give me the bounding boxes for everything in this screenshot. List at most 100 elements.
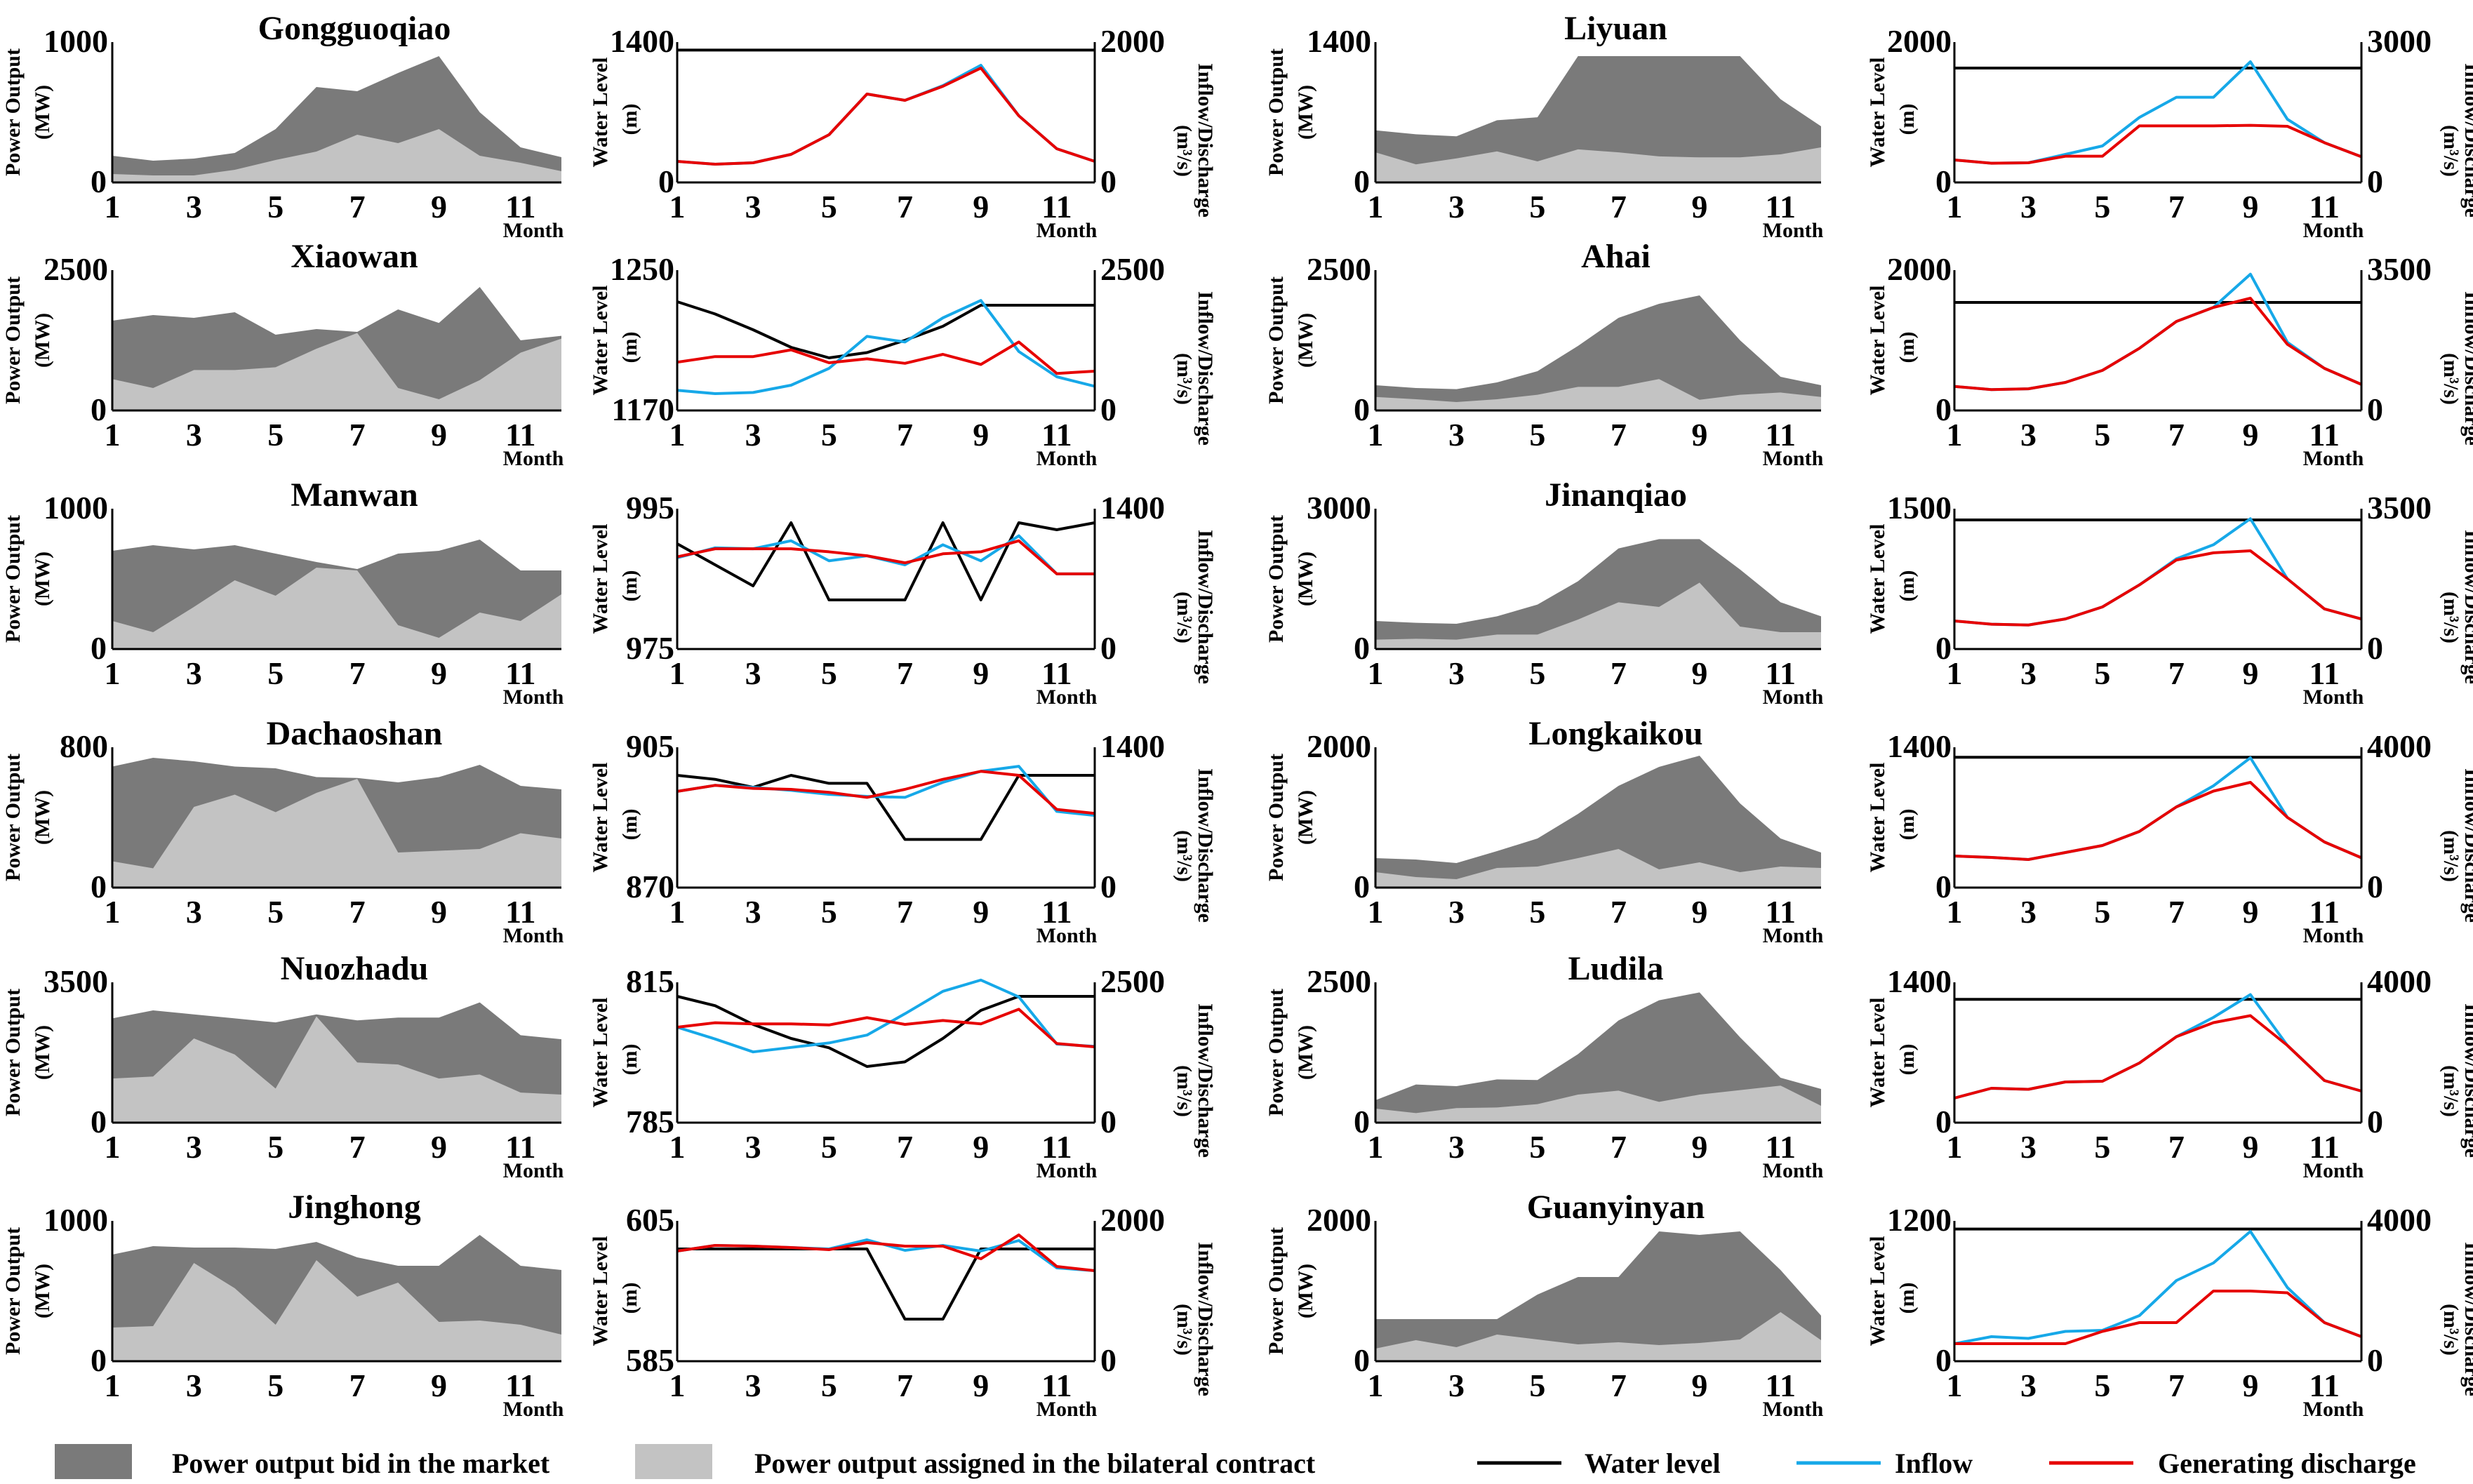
- longkaikou-hydro-xtick-3: 3: [2020, 894, 2037, 930]
- longkaikou-inflow-line: [1954, 756, 2362, 861]
- gongguoqiao-power-xtick-3: 3: [186, 189, 202, 225]
- liyuan-hydro-xtick-9: 9: [2242, 189, 2258, 225]
- xiaowan-power-xtick-1: 1: [105, 417, 121, 453]
- dachaoshan-hydro-xtick-5: 5: [821, 894, 837, 930]
- legend-swatch-market: [55, 1444, 132, 1479]
- guanyinyan-power-ymax: 2000: [1307, 1202, 1371, 1238]
- longkaikou-q-ymax: 4000: [2367, 728, 2432, 764]
- ahai-wl-ymin: 0: [1935, 392, 1952, 427]
- jinanqiao-hydro-chart: 1500 0 3500 0 Water Level (m) Inflow/Discharge…: [1866, 490, 2473, 709]
- gongguoqiao-hydro-xtick-1: 1: [669, 189, 686, 225]
- manwan-q-ymin: 0: [1100, 630, 1116, 666]
- gongguoqiao-power-ymin: 0: [91, 163, 107, 199]
- dachaoshan-q-ymin: 0: [1100, 869, 1116, 904]
- nuozhadu-power-xtick-7: 7: [349, 1129, 366, 1165]
- dachaoshan-power-xtick-7: 7: [349, 894, 366, 930]
- manwan-power-xtick-9: 9: [431, 655, 447, 691]
- gongguoqiao-hydro-xtick-5: 5: [821, 189, 837, 225]
- jinanqiao-wl-ymax: 1500: [1887, 490, 1952, 526]
- jinghong-power-xtick-11: 11: [505, 1368, 535, 1403]
- gongguoqiao-power-chart: 1000 0 Gongguoqiao Power Output (MW) 1 3 5 7 9 11M…: [1, 10, 564, 242]
- ahai-q-ylabel: Inflow/Discharge: [2460, 291, 2473, 446]
- longkaikou-power-chart: 2000 0 Longkaikou Power Output (MW) 1 3 5 7 9 11Mo…: [1265, 715, 1824, 947]
- liyuan-wl-ymin: 0: [1935, 163, 1952, 199]
- ludila-wl-ymin: 0: [1935, 1104, 1952, 1139]
- longkaikou-hydro-xtick-7: 7: [2168, 894, 2185, 930]
- xiaowan-discharge-line: [676, 340, 1095, 375]
- dachaoshan-wl-unit: (m): [618, 809, 641, 841]
- jinghong-water-level-line: [677, 1248, 1095, 1321]
- dachaoshan-power-chart: 800 0 Dachaoshan Power Output (MW) 1 3 5 7 9 11Mon…: [1, 715, 564, 947]
- xiaowan-q-ymax: 2500: [1100, 251, 1165, 287]
- longkaikou-q-ymin: 0: [2367, 869, 2383, 904]
- longkaikou-market-area: [1375, 756, 1821, 888]
- xiaowan-power-xtick-3: 3: [186, 417, 202, 453]
- dachaoshan-q-ymax: 1400: [1100, 728, 1165, 764]
- xiaowan-hydro-xtick-9: 9: [973, 417, 989, 453]
- jinanqiao-hydro-month-label: Month: [2303, 686, 2364, 709]
- guanyinyan-discharge-line: [1954, 1290, 2362, 1345]
- liyuan-power-xtick-7: 7: [1611, 189, 1627, 225]
- gongguoqiao-hydro-xtick-9: 9: [973, 189, 989, 225]
- nuozhadu-q-ymax: 2500: [1100, 963, 1165, 999]
- longkaikou-wl-ymin: 0: [1935, 869, 1952, 904]
- dachaoshan-hydro-chart: 905 870 1400 0 Water Level (m) Inflow/Discharg…: [589, 728, 1217, 947]
- liyuan-q-ymin: 0: [2367, 163, 2383, 199]
- jinanqiao-hydro-xtick-1: 1: [1947, 655, 1963, 691]
- manwan-power-ylabel: Power Output: [1, 515, 25, 643]
- ludila-hydro-xtick-1: 1: [1947, 1129, 1963, 1165]
- dachaoshan-hydro-xtick-7: 7: [897, 894, 913, 930]
- legend-swatch-contract: [635, 1444, 712, 1479]
- manwan-wl-ymin: 975: [626, 630, 674, 666]
- xiaowan-power-unit: (MW): [31, 313, 54, 368]
- manwan-q-ylabel: Inflow/Discharge: [1194, 530, 1217, 684]
- liyuan-q-ymax: 3000: [2367, 23, 2432, 59]
- manwan-wl-ymax: 995: [626, 490, 674, 526]
- jinghong-power-unit: (MW): [31, 1264, 54, 1318]
- dachaoshan-power-month-label: Month: [503, 924, 564, 947]
- ludila-wl-unit: (m): [1895, 1044, 1919, 1076]
- jinghong-hydro-xtick-7: 7: [897, 1368, 913, 1403]
- ludila-q-ymax: 4000: [2367, 963, 2432, 999]
- legend-label-water_level: Water level: [1585, 1448, 1721, 1479]
- ludila-inflow-line: [1954, 993, 2362, 1099]
- guanyinyan-hydro-xtick-11: 11: [2309, 1368, 2340, 1403]
- jinghong-power-chart: 1000 0 Jinghong Power Output (MW) 1 3 5 7 9 11Mont…: [1, 1189, 564, 1421]
- xiaowan-hydro-xtick-11: 11: [1041, 417, 1072, 453]
- manwan-water-level-line: [676, 521, 1095, 601]
- xiaowan-power-xtick-7: 7: [349, 417, 366, 453]
- nuozhadu-hydro-xtick-3: 3: [745, 1129, 761, 1165]
- jinanqiao-power-ylabel: Power Output: [1265, 515, 1288, 643]
- nuozhadu-power-ylabel: Power Output: [1, 989, 25, 1116]
- guanyinyan-hydro-xtick-7: 7: [2168, 1368, 2185, 1403]
- guanyinyan-power-unit: (MW): [1294, 1264, 1317, 1318]
- jinanqiao-hydro-xtick-5: 5: [2094, 655, 2110, 691]
- xiaowan-power-month-label: Month: [503, 447, 564, 470]
- jinghong-hydro-xtick-3: 3: [745, 1368, 761, 1403]
- xiaowan-hydro-chart: 1250 1170 2500 0 Water Level (m) Inflow/Discha…: [589, 251, 1217, 470]
- jinanqiao-wl-ymin: 0: [1935, 630, 1952, 666]
- nuozhadu-hydro-xtick-7: 7: [897, 1129, 913, 1165]
- gongguoqiao-discharge-line: [676, 67, 1095, 166]
- jinanqiao-power-xtick-11: 11: [1766, 655, 1796, 691]
- xiaowan-q-ymin: 0: [1100, 392, 1116, 427]
- dachaoshan-power-xtick-5: 5: [267, 894, 284, 930]
- guanyinyan-wl-ylabel: Water Level: [1866, 1236, 1889, 1346]
- ahai-hydro-xtick-5: 5: [2094, 417, 2110, 453]
- jinanqiao-q-ymin: 0: [2367, 630, 2383, 666]
- legend: Power output bid in the market Power outp…: [55, 1444, 2416, 1479]
- jinanqiao-wl-unit: (m): [1895, 570, 1919, 602]
- nuozhadu-power-xtick-1: 1: [105, 1129, 121, 1165]
- ludila-market-area: [1375, 992, 1821, 1123]
- dachaoshan-q-unit: (m³/s): [1173, 830, 1196, 882]
- gongguoqiao-hydro-chart: 1400 0 2000 0 Water Level (m) Inflow/Discharge…: [589, 23, 1217, 242]
- ahai-power-month-label: Month: [1763, 447, 1824, 470]
- xiaowan-power-xtick-5: 5: [267, 417, 284, 453]
- jinanqiao-discharge-line: [1954, 549, 2362, 627]
- dachaoshan-discharge-line: [676, 770, 1095, 815]
- ludila-power-ymin: 0: [1354, 1104, 1370, 1139]
